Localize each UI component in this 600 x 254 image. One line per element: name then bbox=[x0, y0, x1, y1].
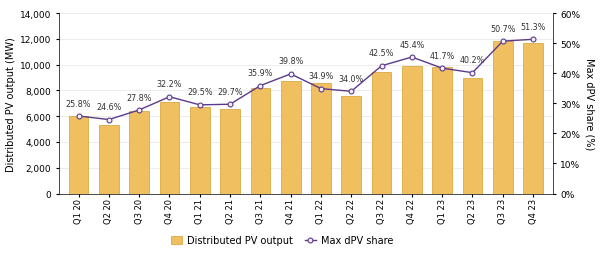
Text: 34.9%: 34.9% bbox=[308, 72, 334, 81]
Bar bbox=[281, 82, 301, 194]
Max dPV share bbox=[136, 109, 143, 112]
Bar bbox=[190, 108, 209, 194]
Max dPV share bbox=[257, 85, 264, 88]
Line: Max dPV share: Max dPV share bbox=[76, 38, 536, 122]
Bar bbox=[433, 68, 452, 194]
Bar bbox=[69, 116, 88, 194]
Max dPV share bbox=[75, 115, 82, 118]
Max dPV share bbox=[166, 96, 173, 99]
Bar bbox=[341, 96, 361, 194]
Max dPV share bbox=[287, 73, 294, 76]
Bar bbox=[372, 73, 391, 194]
Max dPV share bbox=[408, 56, 415, 59]
Bar bbox=[523, 44, 543, 194]
Text: 27.8%: 27.8% bbox=[127, 93, 152, 102]
Text: 24.6%: 24.6% bbox=[96, 103, 122, 112]
Max dPV share bbox=[499, 40, 506, 43]
Text: 34.0%: 34.0% bbox=[338, 75, 364, 84]
Text: 29.7%: 29.7% bbox=[217, 87, 243, 97]
Text: 35.9%: 35.9% bbox=[248, 69, 273, 78]
Max dPV share bbox=[347, 90, 355, 93]
Text: 25.8%: 25.8% bbox=[66, 99, 91, 108]
Bar bbox=[311, 83, 331, 194]
Bar bbox=[220, 110, 240, 194]
Text: 41.7%: 41.7% bbox=[430, 52, 455, 60]
Max dPV share bbox=[105, 119, 112, 122]
Max dPV share bbox=[439, 67, 446, 70]
Bar bbox=[130, 112, 149, 194]
Y-axis label: Max dPV share (%): Max dPV share (%) bbox=[584, 58, 595, 150]
Max dPV share bbox=[378, 65, 385, 68]
Text: 39.8%: 39.8% bbox=[278, 57, 304, 66]
Text: 42.5%: 42.5% bbox=[369, 49, 394, 58]
Text: 51.3%: 51.3% bbox=[520, 23, 546, 32]
Max dPV share bbox=[529, 39, 536, 42]
Bar bbox=[160, 103, 179, 194]
Bar bbox=[493, 42, 512, 194]
Text: 45.4%: 45.4% bbox=[399, 40, 425, 50]
Text: 50.7%: 50.7% bbox=[490, 25, 515, 34]
Bar bbox=[99, 126, 119, 194]
Max dPV share bbox=[469, 72, 476, 75]
Legend: Distributed PV output, Max dPV share: Distributed PV output, Max dPV share bbox=[167, 231, 397, 249]
Max dPV share bbox=[226, 103, 233, 106]
Max dPV share bbox=[196, 104, 203, 107]
Text: 32.2%: 32.2% bbox=[157, 80, 182, 89]
Bar bbox=[463, 78, 482, 194]
Bar bbox=[251, 89, 270, 194]
Max dPV share bbox=[317, 88, 325, 91]
Text: 40.2%: 40.2% bbox=[460, 56, 485, 65]
Bar bbox=[402, 67, 422, 194]
Y-axis label: Distributed PV output (MW): Distributed PV output (MW) bbox=[5, 37, 16, 171]
Text: 29.5%: 29.5% bbox=[187, 88, 212, 97]
